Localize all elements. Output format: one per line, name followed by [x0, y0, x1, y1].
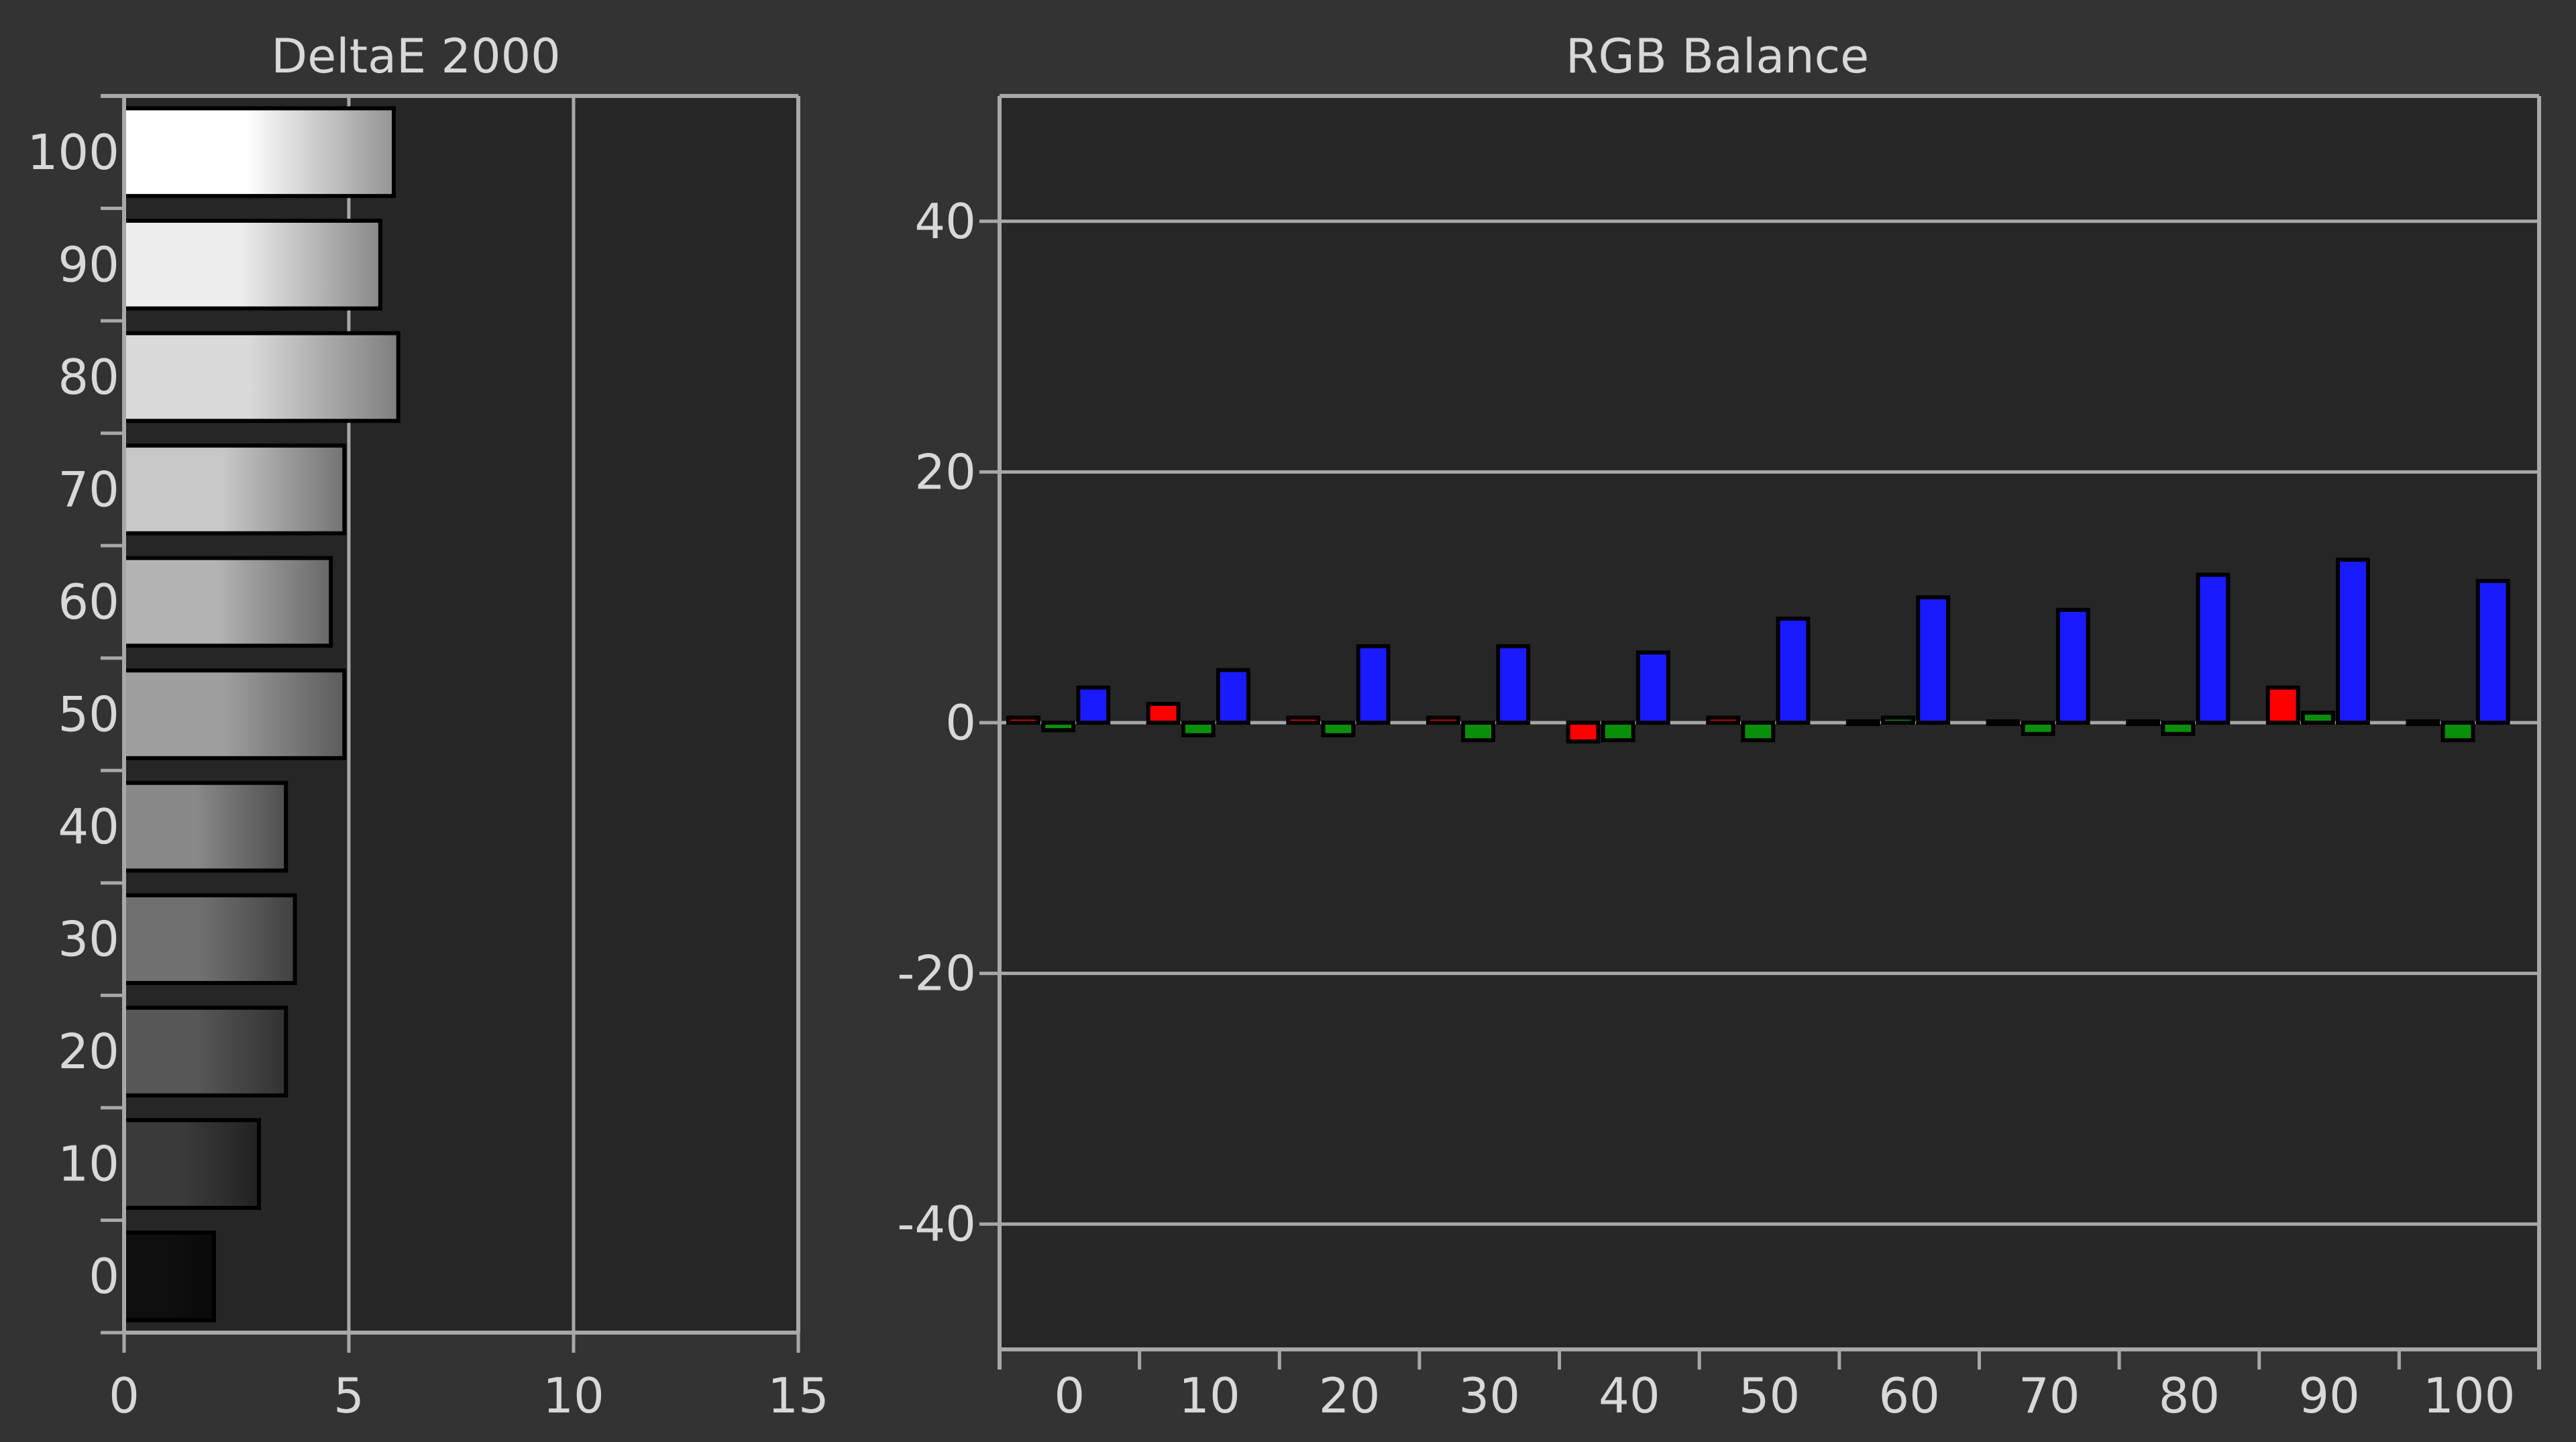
deltae-bar	[122, 780, 288, 873]
deltae-bar	[122, 668, 347, 760]
rgb-y-tick-label: 40	[914, 193, 976, 250]
rgb-category-label: 100	[2423, 1368, 2515, 1424]
red-bar	[1426, 715, 1460, 725]
red-bar	[1845, 719, 1880, 726]
deltae-bar	[122, 1005, 288, 1098]
rgb-category-label: 70	[2019, 1368, 2080, 1424]
deltae-bar	[122, 1230, 216, 1323]
red-bar	[1006, 715, 1040, 725]
blue-bar	[1776, 616, 1811, 725]
deltae-bar	[122, 331, 400, 423]
rgb-category-label: 50	[1739, 1368, 1801, 1424]
green-bar	[2021, 721, 2055, 736]
deltae-category-label: 90	[58, 236, 119, 293]
deltae-category-label: 30	[58, 911, 119, 968]
deltae-category-label: 0	[89, 1248, 119, 1304]
red-bar	[1706, 715, 1741, 725]
deltae-x-tick-label: 5	[333, 1368, 364, 1424]
red-bar	[1286, 715, 1321, 725]
rgb-balance-chart-title: RGB Balance	[1566, 29, 1869, 84]
deltae-category-label: 70	[58, 461, 119, 517]
rgb-category-label: 80	[2159, 1368, 2220, 1424]
blue-bar	[1496, 644, 1531, 725]
green-bar	[1181, 721, 1216, 737]
green-bar	[1321, 721, 1356, 737]
rgb-category-label: 40	[1599, 1368, 1660, 1424]
green-bar	[2161, 721, 2196, 736]
blue-bar	[1356, 644, 1391, 725]
deltae-bar	[122, 106, 396, 199]
deltae-axes	[101, 94, 800, 1353]
deltae-x-tick-labels: 0 5 10 15	[109, 1368, 829, 1424]
green-bar	[1741, 721, 1776, 743]
red-bar	[2406, 719, 2440, 726]
deltae-x-tick-label: 10	[543, 1368, 604, 1424]
deltae-category-label: 10	[58, 1136, 119, 1192]
deltae-category-label: 20	[58, 1023, 119, 1080]
blue-bar	[2336, 558, 2370, 725]
rgb-category-label: 10	[1179, 1368, 1240, 1424]
deltae-category-label: 60	[58, 574, 119, 630]
rgb-y-tick-label: -20	[897, 945, 976, 1002]
deltae-x-tick-label: 0	[109, 1368, 140, 1424]
green-bar	[1041, 721, 1076, 733]
rgb-y-tick-labels: 40 20 0 -20 -40	[897, 193, 976, 1252]
deltae-category-label: 40	[58, 799, 119, 855]
rgb-y-tick-label: 20	[914, 444, 976, 500]
deltae-bar	[122, 218, 382, 311]
red-bar	[1566, 721, 1601, 744]
deltae-category-label: 100	[28, 124, 119, 181]
deltae-chart-title: DeltaE 2000	[271, 29, 560, 84]
deltae-bar	[122, 556, 333, 648]
green-bar	[2440, 721, 2475, 743]
deltae-bar	[122, 1118, 261, 1211]
rgb-category-label: 60	[1878, 1368, 1940, 1424]
deltae-bar	[122, 444, 347, 535]
green-bar	[1461, 721, 1495, 743]
rgb-category-labels: 0 10 20 30 40 50 60 70 80 90 100	[1054, 1368, 2515, 1424]
rgb-bars	[1006, 558, 2510, 744]
rgb-axes	[979, 94, 2541, 1370]
blue-bar	[2196, 572, 2231, 725]
blue-bar	[1216, 668, 1250, 725]
blue-bar	[1635, 650, 1670, 725]
rgb-y-tick-label: 0	[945, 694, 976, 751]
rgb-category-label: 0	[1054, 1368, 1085, 1424]
rgb-category-label: 90	[2298, 1368, 2360, 1424]
rgb-y-tick-label: -40	[897, 1196, 976, 1252]
blue-bar	[2055, 607, 2090, 725]
red-bar	[1146, 701, 1181, 725]
green-bar	[1881, 715, 1915, 725]
blue-bar	[1916, 595, 1951, 725]
red-bar	[2265, 685, 2300, 725]
rgb-balance-chart: RGB Balance 40 20 0 -20 -40 0 10 20 30 40 50 60 70 8…	[897, 29, 2541, 1424]
red-bar	[1986, 719, 2021, 726]
green-bar	[1601, 721, 1635, 743]
deltae-category-label: 50	[58, 686, 119, 743]
rgb-category-label: 30	[1458, 1368, 1520, 1424]
deltae-category-label: 80	[58, 349, 119, 405]
blue-bar	[1076, 685, 1111, 725]
deltae-x-tick-label: 15	[767, 1368, 829, 1424]
blue-bar	[2475, 578, 2510, 725]
rgb-category-label: 20	[1319, 1368, 1381, 1424]
deltae-bar	[122, 893, 297, 985]
green-bar	[2300, 711, 2335, 725]
red-bar	[2126, 719, 2160, 726]
